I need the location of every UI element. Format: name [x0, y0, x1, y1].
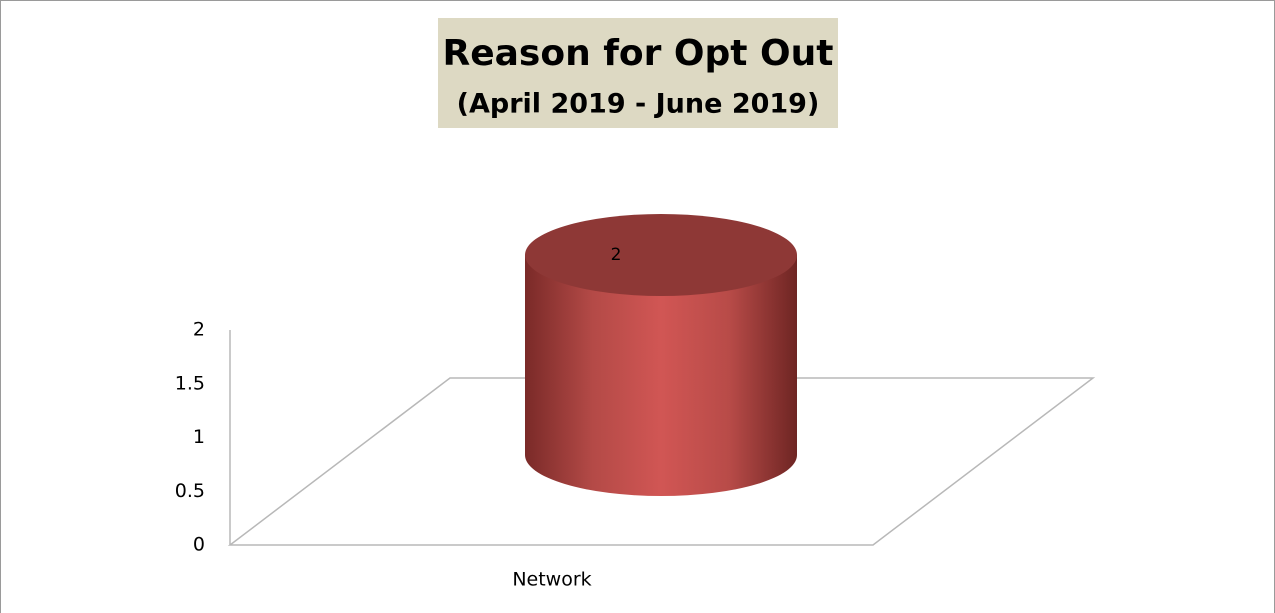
chart-subtitle: (April 2019 - June 2019) [457, 89, 820, 120]
y-tick-label: 0 [193, 534, 205, 556]
y-tick-label: 0.5 [175, 480, 205, 502]
cylinder-body [525, 255, 797, 496]
y-tick-label: 1 [193, 426, 205, 448]
title-box [438, 18, 838, 128]
chart-title: Reason for Opt Out [443, 33, 834, 74]
x-tick-label: Network [512, 569, 591, 591]
y-tick-label: 1.5 [175, 372, 205, 394]
data-label: 2 [611, 245, 622, 265]
cylinder-top [525, 214, 797, 296]
floor-and-axis [227, 330, 1096, 546]
y-tick-label: 2 [193, 319, 205, 341]
